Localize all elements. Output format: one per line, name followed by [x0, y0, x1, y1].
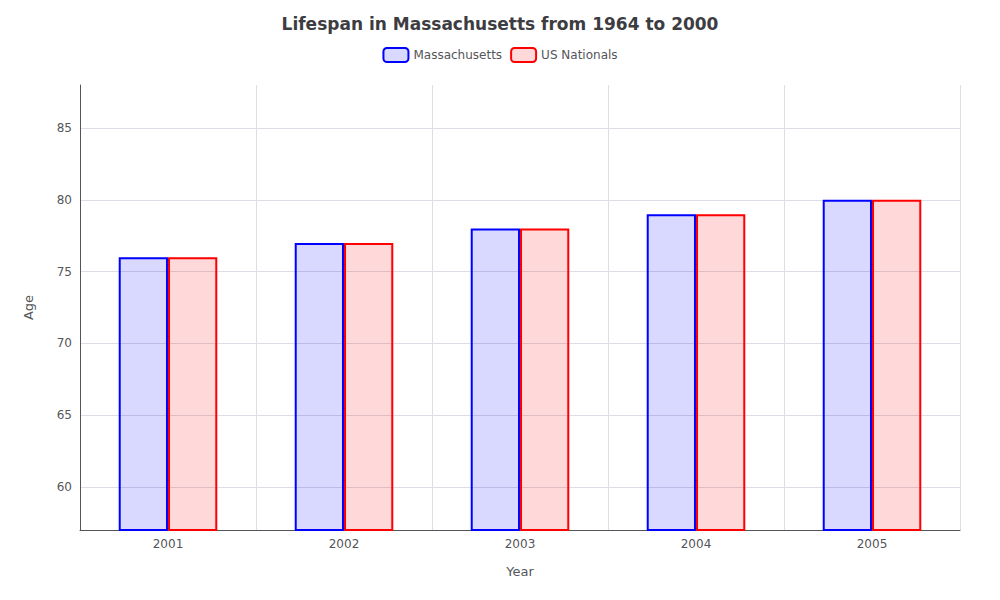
svg-text:Lifespan in Massachusetts from: Lifespan in Massachusetts from 1964 to 2…	[282, 14, 719, 34]
svg-text:2004: 2004	[681, 537, 712, 551]
svg-text:2002: 2002	[329, 537, 360, 551]
svg-text:2003: 2003	[505, 537, 536, 551]
svg-text:Year: Year	[505, 564, 534, 579]
svg-text:Age: Age	[21, 295, 36, 320]
svg-text:Massachusetts: Massachusetts	[413, 48, 502, 62]
svg-text:2001: 2001	[153, 537, 184, 551]
svg-text:60: 60	[57, 480, 72, 494]
svg-text:2005: 2005	[857, 537, 888, 551]
svg-text:75: 75	[57, 265, 72, 279]
svg-text:65: 65	[57, 408, 72, 422]
svg-text:70: 70	[57, 336, 72, 350]
svg-text:80: 80	[57, 193, 72, 207]
svg-text:85: 85	[57, 121, 72, 135]
svg-text:US Nationals: US Nationals	[541, 48, 617, 62]
